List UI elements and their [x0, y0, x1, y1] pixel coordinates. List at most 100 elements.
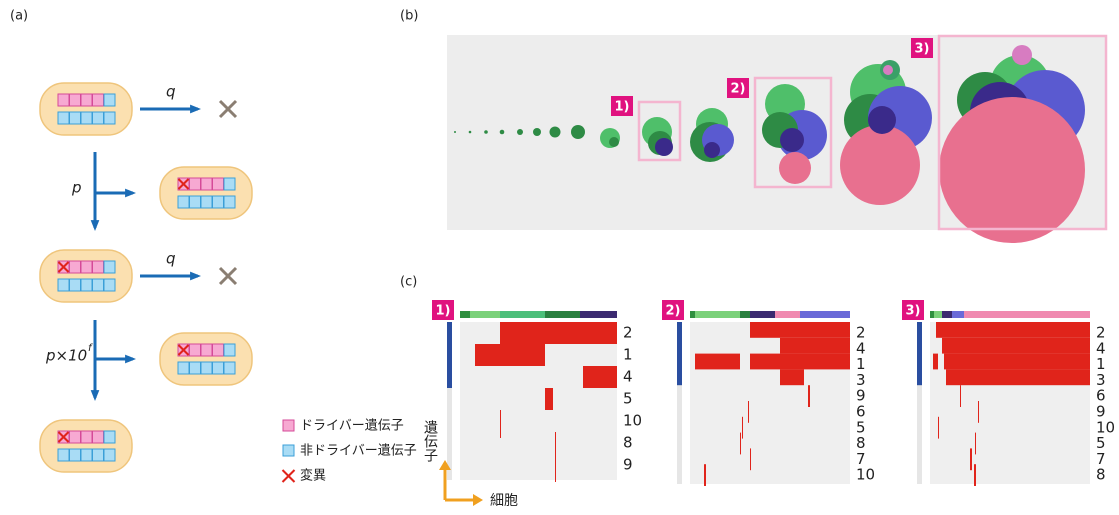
clone-bar [500, 311, 545, 318]
driver-gene [93, 94, 104, 106]
driver-gene [201, 178, 212, 190]
clone-bar [470, 311, 500, 318]
driver-gene [93, 261, 104, 273]
tumor [883, 65, 893, 75]
arrow-head [91, 390, 100, 401]
mutation [555, 454, 556, 482]
driver-gene [190, 178, 201, 190]
gene-label: 1 [623, 346, 633, 364]
tumor [655, 138, 673, 156]
clone-bar [800, 311, 850, 318]
driver-gene [58, 94, 69, 106]
nondriver-gene [224, 362, 235, 374]
tumor [533, 128, 541, 136]
legend-nondriver [283, 445, 294, 456]
gene-label: 10 [856, 466, 875, 484]
tumor [939, 97, 1085, 243]
clone-bar [952, 311, 964, 318]
mutation [933, 354, 938, 370]
nondriver-gene [190, 196, 201, 208]
nondriver-gene [213, 362, 224, 374]
driver-gene [70, 94, 81, 106]
driver-gene [81, 94, 92, 106]
clone-bar [460, 311, 470, 318]
nondriver-gene [58, 279, 69, 291]
cell [160, 167, 252, 219]
nondriver-gene [93, 112, 104, 124]
driver-gene [213, 178, 224, 190]
nondriver-gene [104, 449, 115, 461]
nondriver-gene [93, 449, 104, 461]
mutation [780, 369, 804, 385]
mutation [475, 344, 545, 366]
clone-bar [775, 311, 800, 318]
nondriver-gene [104, 431, 115, 443]
figure: (a) (b) (c) qpqp×10fドライバー遺伝子非ドライバー遺伝子変異1… [0, 0, 1119, 515]
marker-label: 2) [666, 304, 681, 319]
nondriver-gene [58, 112, 69, 124]
nondriver-gene [178, 362, 189, 374]
tumor [780, 128, 804, 152]
nondriver-gene [224, 178, 235, 190]
tumor [868, 106, 896, 134]
mutation [978, 401, 979, 423]
nondriver-gene [81, 112, 92, 124]
nondriver-gene [224, 196, 235, 208]
arrow-head [190, 272, 201, 281]
mutation [695, 354, 740, 370]
gene-label: 8 [1096, 466, 1106, 484]
cell [40, 420, 132, 472]
driver-gene [70, 431, 81, 443]
arrow-head [125, 189, 136, 198]
mutation [944, 354, 1090, 370]
gene-label: 9 [623, 456, 633, 474]
mutation [740, 433, 741, 455]
clone-bar [545, 311, 580, 318]
tumor [469, 131, 472, 134]
legend-label: 変異 [300, 468, 326, 484]
mutation [946, 369, 1090, 385]
cell [40, 83, 132, 135]
mutation [960, 385, 961, 407]
nondriver-gene [58, 449, 69, 461]
clone-bar [930, 311, 934, 318]
arrow-head [125, 355, 136, 364]
tumor [571, 125, 585, 139]
axis-arrow-head [473, 494, 483, 506]
clone-bar [964, 311, 1090, 318]
nondriver-gene [201, 362, 212, 374]
tumor [704, 142, 720, 158]
mutation [750, 322, 850, 338]
tumor [1012, 45, 1032, 65]
driver-gene [201, 344, 212, 356]
nondriver-gene [190, 362, 201, 374]
gene-label: 2 [623, 324, 633, 342]
axis-label: 細胞 [490, 493, 518, 509]
arrow-head [190, 105, 201, 114]
nondriver-gene [201, 196, 212, 208]
mutation [583, 366, 617, 388]
legend-label: ドライバー遺伝子 [300, 419, 404, 434]
nondriver-gene [93, 279, 104, 291]
mutation [500, 322, 617, 344]
nondriver-gene [81, 449, 92, 461]
nondriver-gene [224, 344, 235, 356]
legend-driver [283, 420, 294, 431]
marker-label: 3) [906, 304, 921, 319]
mutation [942, 338, 1090, 354]
driver-gene [213, 344, 224, 356]
tumor [500, 130, 505, 135]
tumor [550, 127, 561, 138]
nondriver-gene [178, 196, 189, 208]
clone-bar [740, 311, 750, 318]
panel-label: (b) [400, 9, 418, 24]
nondriver-gene [104, 112, 115, 124]
nondriver-gene [104, 279, 115, 291]
nondriver-gene [70, 449, 81, 461]
driver-bar [917, 322, 922, 385]
driver-gene [190, 344, 201, 356]
driver-gene [93, 431, 104, 443]
clone-bar [750, 311, 775, 318]
driver-gene [81, 261, 92, 273]
marker-label: 2) [731, 82, 746, 97]
